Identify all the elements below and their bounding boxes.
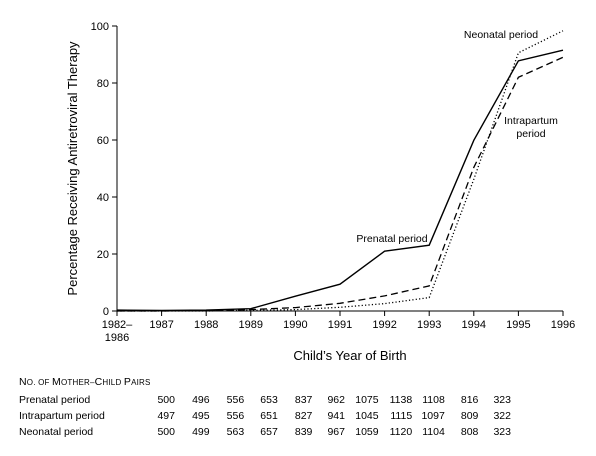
pairs-cell: 941 [327,410,345,422]
x-tick-label: 1991 [328,319,352,331]
annotation-label: Neonatal period [464,29,538,41]
pairs-heading-part: O. OF [27,378,52,387]
annotation-label: Intrapartum [504,115,558,127]
pairs-cell: 497 [157,410,175,422]
pairs-cell: 1097 [421,410,445,422]
pairs-cell: 651 [260,410,278,422]
x-tick-label: 1986 [105,332,129,344]
pairs-heading-part: P [124,376,131,388]
mother-child-pairs-table: NO. OF MOTHER–CHILD PAIRS Prenatal perio… [19,376,511,438]
series-line-neonatal-period [117,30,564,312]
x-tick-label: 1987 [149,319,173,331]
pairs-cell: 1045 [355,410,379,422]
x-tick-label: 1990 [283,319,307,331]
y-axis-title: Percentage Receiving Antiretroviral Ther… [65,41,80,296]
pairs-heading-part: N [19,376,27,388]
x-axis-title: Child’s Year of Birth [293,348,406,363]
x-tick-label: 1994 [462,319,486,331]
y-tick-label: 0 [103,306,109,318]
pairs-heading-part: HILD [102,378,123,387]
pairs-cell: 809 [461,410,479,422]
x-tick-label: 1992 [372,319,396,331]
pairs-cell: 1108 [422,394,445,406]
series-lines [116,30,564,312]
pairs-cell: 500 [157,394,175,406]
pairs-cell: 839 [295,426,313,438]
pairs-cell: 837 [295,394,313,406]
pairs-cell: 1115 [390,410,412,422]
pairs-heading-part: – [90,378,95,387]
pairs-cell: 827 [295,410,313,422]
pairs-cell: 816 [461,394,479,406]
x-ticks: 1982–1986 1987 1988 1989 1990 1991 1992 1993 199… [102,311,575,344]
pairs-heading-part: AIRS [131,378,150,387]
pairs-cell: 496 [192,394,210,406]
pairs-cell: 499 [192,426,210,438]
y-tick-label: 100 [91,21,109,33]
pairs-row-label: Prenatal period [19,394,90,406]
pairs-cell: 1075 [355,394,379,406]
pairs-table-rows: Prenatal period 500 496 556 653 837 962 1075 113… [19,394,511,438]
x-tick-label: 1989 [239,319,263,331]
pairs-cell: 653 [260,394,278,406]
pairs-cell: 967 [327,426,345,438]
series-line-prenatal-period [116,49,564,312]
pairs-row-label: Neonatal period [19,426,93,438]
y-ticks: 0 20 40 60 80 100 [91,21,117,318]
x-tick-label: 1993 [417,319,441,331]
chart-axes [116,26,563,312]
pairs-cell: 323 [493,426,511,438]
pairs-heading-part: C [95,376,103,388]
pairs-cell: 556 [227,410,245,422]
x-tick-label: 1995 [506,319,530,331]
pairs-cell: 495 [192,410,210,422]
pairs-row-label: Intrapartum period [19,410,105,422]
pairs-cell: 962 [327,394,345,406]
pairs-table-heading: NO. OF MOTHER–CHILD PAIRS [19,376,151,388]
pairs-cell: 808 [461,426,479,438]
pairs-cell: 1104 [422,426,445,438]
x-tick-label: 1988 [194,319,218,331]
pairs-cell: 1138 [390,394,413,406]
pairs-cell: 563 [227,426,245,438]
pairs-cell: 556 [227,394,245,406]
pairs-cell: 322 [493,410,511,422]
x-tick-label: 1982– [102,319,133,331]
y-tick-label: 80 [97,78,109,90]
pairs-cell: 657 [260,426,278,438]
y-tick-label: 40 [97,192,109,204]
x-tick-label: 1996 [551,319,575,331]
series-line-intrapartum-period [117,56,564,312]
pairs-heading-part: OTHER [61,378,90,387]
pairs-cell: 500 [157,426,175,438]
pairs-heading-part: M [52,376,61,388]
pairs-cell: 1120 [390,426,413,438]
annotation-label: Prenatal period [356,233,427,245]
annotation-label: period [516,128,545,140]
y-tick-label: 20 [97,249,109,261]
pairs-cell: 323 [493,394,511,406]
pairs-cell: 1059 [355,426,379,438]
y-tick-label: 60 [97,135,109,147]
